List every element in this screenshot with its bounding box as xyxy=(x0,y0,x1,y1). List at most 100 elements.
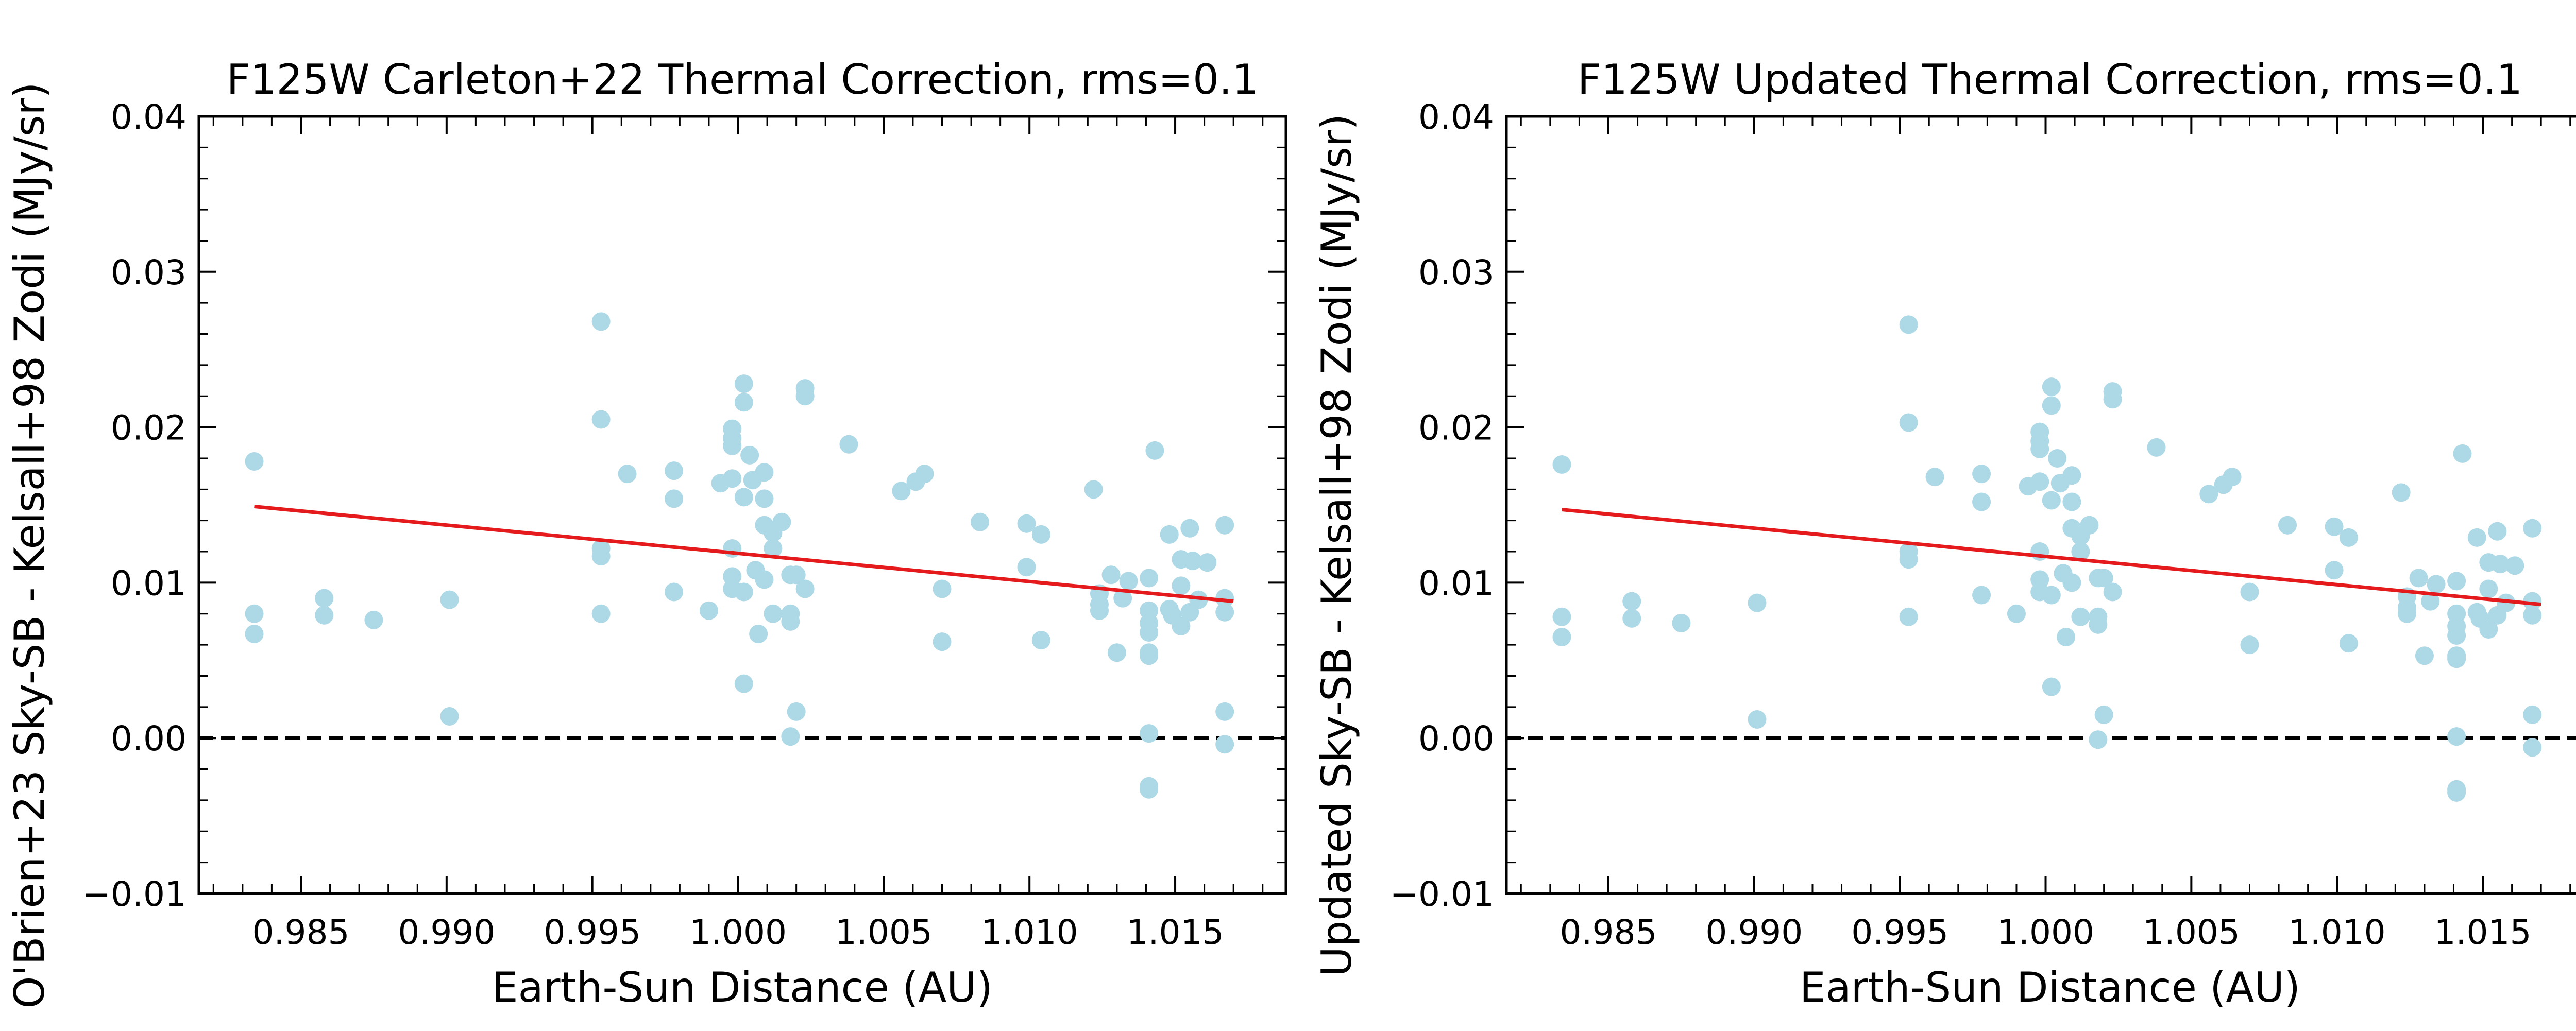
data-point xyxy=(2409,569,2428,588)
data-point xyxy=(2479,620,2498,639)
y-tick-label: −0.01 xyxy=(82,874,187,914)
data-point xyxy=(2339,528,2358,547)
data-point xyxy=(1972,586,1991,605)
chart-title: F125W Updated Thermal Correction, rms=0.… xyxy=(1578,56,2522,104)
data-point xyxy=(1140,724,1159,743)
data-point xyxy=(795,579,815,598)
x-tick-label: 1.000 xyxy=(689,913,787,952)
axis-ticks: 0.985 0.990 0.995 1.000 1.005 1.010 1.015 −0.01… xyxy=(82,97,1286,952)
data-point xyxy=(591,547,611,566)
data-point xyxy=(618,465,637,484)
data-point xyxy=(2103,582,2122,602)
data-point xyxy=(1140,623,1159,642)
y-axis-label: O'Brien+23 Sky-SB - Kelsall+98 Zodi (MJy… xyxy=(6,82,54,1008)
data-point xyxy=(440,590,459,609)
data-point xyxy=(892,482,911,501)
data-point xyxy=(1748,710,1767,729)
x-tick-label: 1.005 xyxy=(835,913,933,952)
data-point xyxy=(1119,572,1138,591)
data-point xyxy=(1552,455,1571,474)
data-point xyxy=(734,488,753,507)
data-point xyxy=(1017,514,1036,533)
data-point xyxy=(772,512,791,531)
data-point xyxy=(2057,628,2076,647)
data-point xyxy=(591,410,611,429)
data-point xyxy=(1145,441,1164,460)
x-tick-label: 0.985 xyxy=(1560,913,1657,952)
data-point xyxy=(1172,616,1191,635)
x-tick-label: 0.985 xyxy=(252,913,350,952)
y-tick-label: 0.00 xyxy=(111,719,187,759)
data-point xyxy=(315,589,334,608)
data-point xyxy=(2094,705,2113,724)
data-point xyxy=(2062,466,2081,485)
data-point xyxy=(1183,552,1202,571)
data-point xyxy=(1031,525,1050,544)
y-tick-label: 0.02 xyxy=(111,408,187,448)
x-tick-label: 0.995 xyxy=(544,913,641,952)
data-point xyxy=(2523,606,2542,625)
data-point xyxy=(2392,483,2411,502)
x-tick-label: 1.015 xyxy=(2434,913,2532,952)
data-point xyxy=(2089,615,2108,634)
data-point xyxy=(364,610,383,629)
data-point xyxy=(755,463,774,482)
data-point xyxy=(1215,603,1234,622)
data-point xyxy=(665,582,684,602)
data-point xyxy=(734,674,753,693)
data-point xyxy=(2042,396,2061,415)
data-point xyxy=(2080,516,2099,535)
data-point xyxy=(2048,449,2067,468)
data-point xyxy=(971,512,990,531)
data-point xyxy=(2339,634,2358,653)
y-tick-label: 0.03 xyxy=(111,253,187,293)
data-point xyxy=(1215,589,1234,608)
data-point xyxy=(1140,569,1159,588)
data-marks xyxy=(199,312,1286,799)
data-point xyxy=(1198,553,1217,572)
data-point xyxy=(2505,556,2524,575)
data-point xyxy=(2490,555,2510,574)
x-tick-label: 0.990 xyxy=(1705,913,1803,952)
data-point xyxy=(1899,315,1918,334)
data-point xyxy=(2199,485,2218,504)
data-point xyxy=(2447,727,2466,746)
data-point xyxy=(245,452,264,471)
data-point xyxy=(2427,575,2446,594)
data-point xyxy=(699,601,718,620)
x-tick-label: 0.995 xyxy=(1851,913,1948,952)
x-tick-label: 1.000 xyxy=(1997,913,2094,952)
data-point xyxy=(2103,390,2122,409)
data-point xyxy=(2030,439,2049,458)
data-point xyxy=(1189,590,1208,609)
data-point xyxy=(933,632,952,651)
data-point xyxy=(734,393,753,412)
data-point xyxy=(2240,582,2259,602)
data-point xyxy=(1172,576,1191,595)
data-point xyxy=(1748,593,1767,612)
data-point xyxy=(1972,465,1991,484)
data-point xyxy=(2030,472,2049,491)
data-point xyxy=(1672,613,1691,632)
data-point xyxy=(2042,677,2061,696)
data-point xyxy=(1925,468,1944,487)
data-point xyxy=(2447,783,2466,802)
data-point xyxy=(440,707,459,726)
data-point xyxy=(2453,444,2472,463)
data-point xyxy=(1180,519,1199,538)
data-point xyxy=(1160,525,1179,544)
data-point xyxy=(1215,735,1234,754)
data-point xyxy=(315,606,334,625)
data-point xyxy=(1107,643,1126,662)
data-point xyxy=(1101,565,1121,585)
data-point xyxy=(781,727,800,746)
chart-title: F125W Carleton+22 Thermal Correction, rm… xyxy=(227,56,1259,104)
data-point xyxy=(2071,607,2090,626)
x-tick-label: 1.010 xyxy=(981,913,1078,952)
data-point xyxy=(755,489,774,508)
data-point xyxy=(2240,635,2259,655)
data-point xyxy=(2447,649,2466,668)
plot-frame xyxy=(197,115,1287,895)
data-point xyxy=(2071,542,2090,561)
chart-panel-left: F125W Carleton+22 Thermal Correction, rm… xyxy=(6,56,1287,1011)
